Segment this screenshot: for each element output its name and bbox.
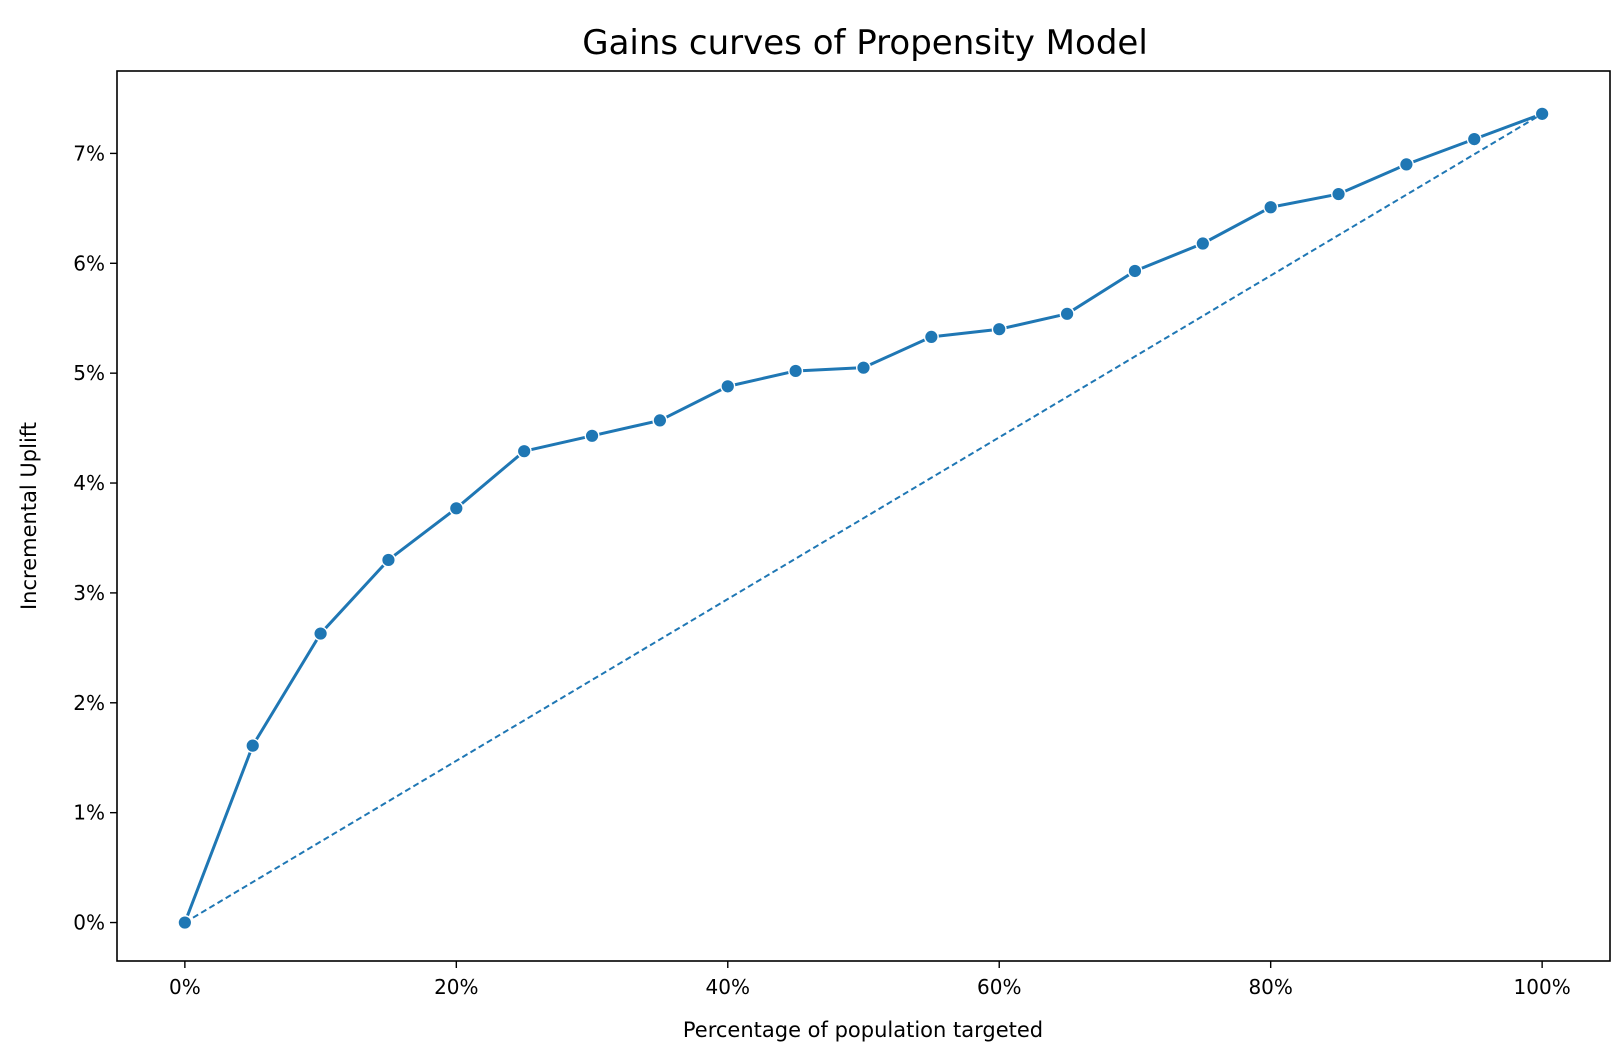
plot-area [177, 106, 1550, 931]
y-axis-label: Incremental Uplift [17, 422, 41, 610]
gains-point [1398, 156, 1414, 172]
gains-point [991, 321, 1007, 337]
gains-point [516, 443, 532, 459]
y-tick-label: 0% [73, 911, 105, 935]
y-tick-label: 6% [73, 251, 105, 275]
x-axis: 0% 20% 40% 60% 80% 100% [169, 961, 1571, 999]
gains-point [720, 378, 736, 394]
x-tick-label: 80% [1248, 975, 1292, 999]
y-tick-label: 3% [73, 581, 105, 605]
y-tick-label: 7% [73, 141, 105, 165]
x-axis-label: Percentage of population targeted [683, 1018, 1043, 1042]
gains-point [448, 500, 464, 516]
x-tick-label: 0% [169, 975, 201, 999]
gains-point [584, 428, 600, 444]
gains-point [1127, 263, 1143, 279]
gains-point [652, 412, 668, 428]
gains-point [1263, 199, 1279, 215]
x-tick-label: 100% [1514, 975, 1571, 999]
baseline-random-line [184, 112, 1543, 924]
gains-point [245, 738, 261, 754]
y-axis: 0% 1% 2% 3% 4% 5% 6% 7% [73, 141, 117, 935]
y-tick-label: 2% [73, 691, 105, 715]
x-tick-label: 40% [706, 975, 750, 999]
gains-point [856, 360, 872, 376]
gains-point [313, 626, 329, 642]
gains-point [1466, 131, 1482, 147]
y-tick-label: 5% [73, 361, 105, 385]
x-tick-label: 20% [434, 975, 478, 999]
y-tick-label: 1% [73, 801, 105, 825]
gains-point [1331, 186, 1347, 202]
gains-point [1059, 306, 1075, 322]
chart-title: Gains curves of Propensity Model [582, 23, 1148, 63]
plot-frame [116, 70, 1611, 962]
gains-point [380, 552, 396, 568]
x-tick-label: 60% [977, 975, 1021, 999]
gains-point [923, 329, 939, 345]
y-tick-label: 4% [73, 471, 105, 495]
gains-point [1195, 236, 1211, 252]
gains-point [788, 363, 804, 379]
